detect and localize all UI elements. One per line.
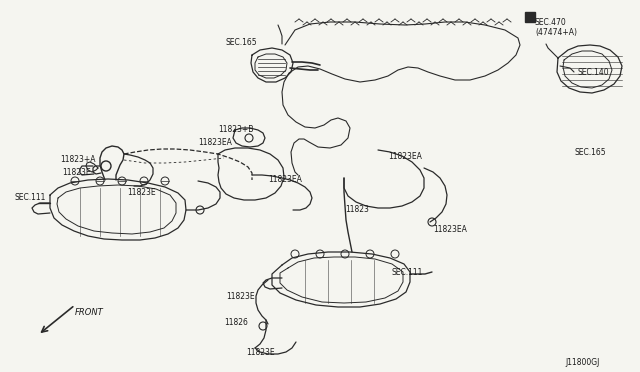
- Text: 11823E: 11823E: [226, 292, 255, 301]
- Text: 11823EA: 11823EA: [198, 138, 232, 147]
- Text: 11823EA: 11823EA: [388, 152, 422, 161]
- Text: 11823: 11823: [345, 205, 369, 214]
- Text: 11823+A: 11823+A: [60, 155, 95, 164]
- Text: 11823E: 11823E: [127, 188, 156, 197]
- Text: SEC.165: SEC.165: [575, 148, 607, 157]
- Text: 11826: 11826: [224, 318, 248, 327]
- Text: 11823E: 11823E: [62, 168, 91, 177]
- Text: 11823E: 11823E: [246, 348, 275, 357]
- Text: SEC.111: SEC.111: [392, 268, 424, 277]
- Text: 11823EA: 11823EA: [433, 225, 467, 234]
- Polygon shape: [525, 12, 535, 22]
- Text: J11800GJ: J11800GJ: [566, 358, 600, 367]
- Text: SEC.111: SEC.111: [14, 193, 45, 202]
- Text: SEC.140: SEC.140: [578, 68, 610, 77]
- Text: 11823+B: 11823+B: [218, 125, 253, 134]
- Text: SEC.470
(47474+A): SEC.470 (47474+A): [535, 18, 577, 38]
- Text: 11823EA: 11823EA: [268, 175, 302, 184]
- Text: SEC.165: SEC.165: [225, 38, 257, 47]
- Text: FRONT: FRONT: [75, 308, 104, 317]
